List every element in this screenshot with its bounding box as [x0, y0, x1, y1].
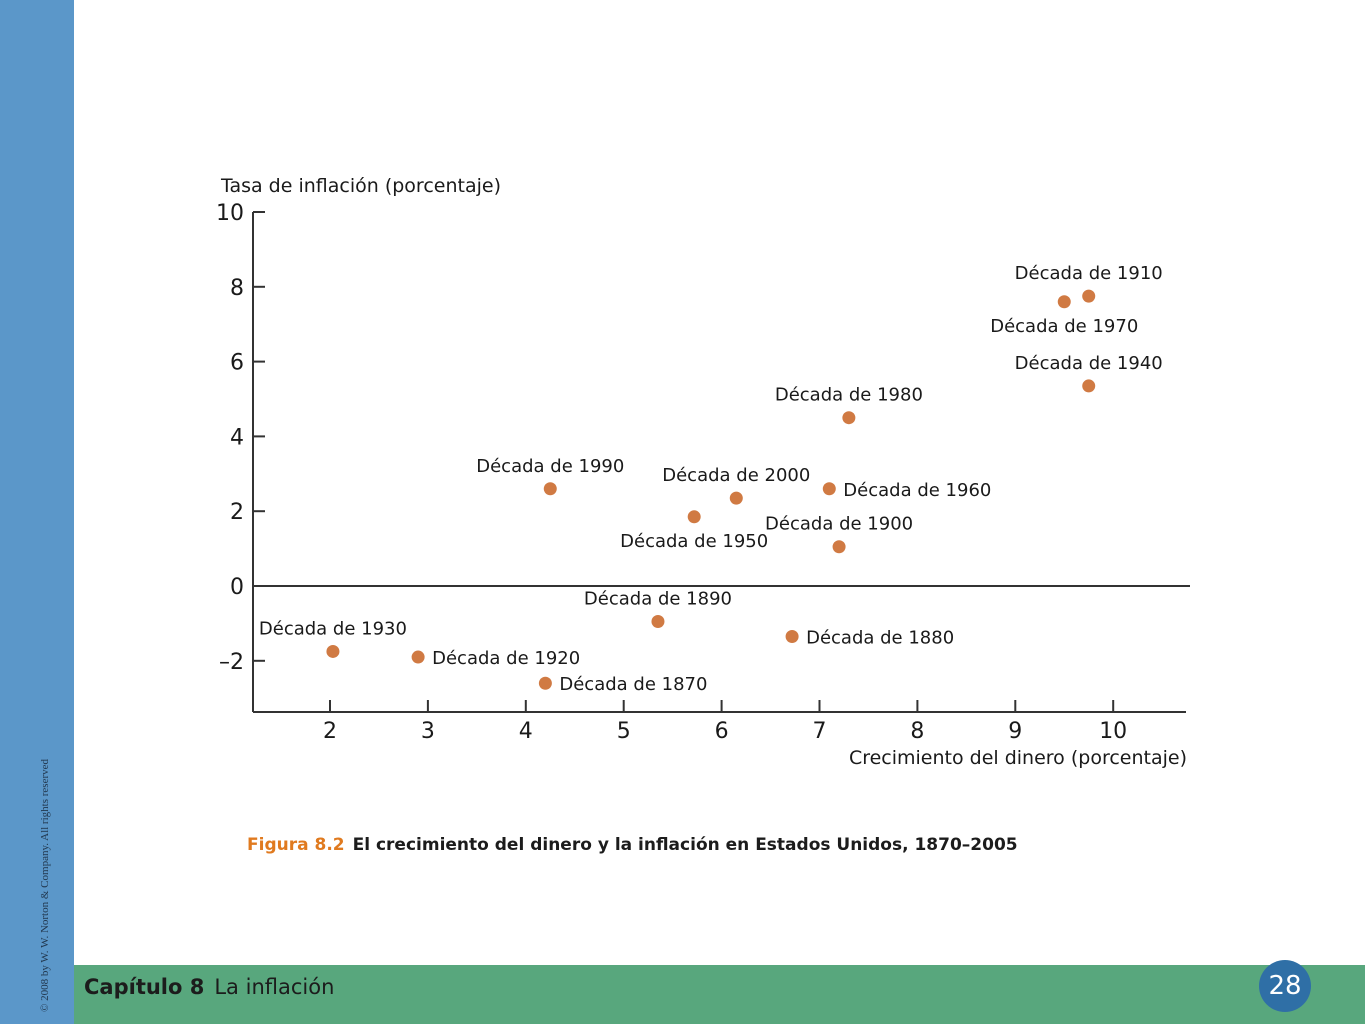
data-point-label: Década de 1910 [1015, 263, 1163, 284]
data-point-label: Década de 1980 [775, 385, 923, 406]
x-tick-label: 3 [421, 719, 435, 744]
page-number-badge: 28 [1259, 960, 1311, 1012]
x-tick-label: 6 [715, 719, 729, 744]
x-tick-label: 4 [519, 719, 533, 744]
data-point [411, 650, 425, 664]
data-point [1082, 379, 1096, 393]
data-point-label: Década de 2000 [662, 465, 810, 486]
sidebar-bar [0, 0, 74, 1024]
figure-title: El crecimiento del dinero y la inflación… [352, 835, 1018, 855]
data-point [538, 676, 552, 690]
data-point [326, 644, 340, 658]
data-point-label: Década de 1890 [584, 589, 732, 610]
data-point-label: Década de 1880 [806, 627, 954, 648]
chapter-label: Capítulo 8 La inflación [84, 975, 334, 999]
y-tick-label: 0 [230, 575, 244, 600]
data-point [822, 482, 836, 496]
data-point-label: Década de 1950 [620, 531, 768, 552]
x-tick-label: 2 [323, 719, 337, 744]
y-tick-label: 4 [230, 425, 244, 450]
y-tick-label: 2 [230, 500, 244, 525]
x-axis-title: Crecimiento del dinero (porcentaje) [849, 747, 1187, 769]
chapter-number: Capítulo 8 [84, 975, 205, 999]
x-tick-label: 9 [1008, 719, 1022, 744]
y-tick-label: 6 [230, 351, 244, 376]
data-point [1057, 295, 1071, 309]
data-point [651, 615, 665, 629]
axes: 10 8 6 4 2 0 –2 2 3 4 5 6 7 8 9 10 [216, 201, 1190, 744]
data-points: Década de 1910 Década de 1970 Década de 19… [259, 263, 1163, 695]
x-tick-label: 7 [813, 719, 827, 744]
data-point-label: Década de 1960 [843, 480, 991, 501]
y-tick-label: 8 [230, 276, 244, 301]
data-point [785, 629, 799, 643]
data-point [1082, 289, 1096, 303]
data-point [543, 482, 557, 496]
data-point-label: Década de 1990 [476, 456, 624, 477]
y-tick-label: –2 [219, 650, 244, 675]
data-point-label: Década de 1970 [990, 316, 1138, 337]
data-point [832, 540, 846, 554]
data-point [687, 510, 701, 524]
footer-bar [74, 965, 1365, 1024]
figure-caption: Figura 8.2 El crecimiento del dinero y la… [247, 835, 1018, 855]
data-point-label: Década de 1930 [259, 618, 407, 639]
data-point [842, 411, 856, 425]
data-point-label: Década de 1870 [559, 674, 707, 695]
data-point-label: Década de 1900 [765, 514, 913, 535]
x-tick-label: 8 [910, 719, 924, 744]
figure-number: Figura 8.2 [247, 835, 345, 855]
data-point [729, 491, 743, 505]
chapter-title: La inflación [214, 975, 335, 999]
data-point-label: Década de 1940 [1015, 353, 1163, 374]
x-tick-label: 10 [1099, 719, 1127, 744]
y-tick-label: 10 [216, 201, 244, 226]
y-axis-title: Tasa de inflación (porcentaje) [220, 175, 501, 197]
data-point-label: Década de 1920 [432, 648, 580, 669]
x-tick-label: 5 [617, 719, 631, 744]
